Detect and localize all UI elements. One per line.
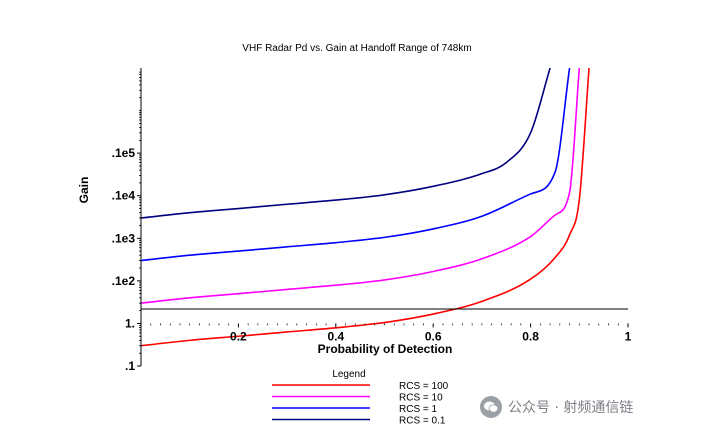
- y-tick-label: .1e2: [112, 274, 136, 288]
- x-tick-label: 0.4: [327, 329, 344, 343]
- series-line-0: [141, 68, 590, 347]
- chart-title: VHF Radar Pd vs. Gain at Handoff Range o…: [242, 43, 471, 54]
- x-tick-label: 0.8: [522, 329, 539, 343]
- legend-label: RCS = 0.1: [399, 416, 446, 427]
- y-tick-label: .1e4: [112, 189, 136, 203]
- x-axis-label: Probability of Detection: [318, 342, 453, 356]
- y-tick-label: .1e3: [112, 231, 136, 245]
- y-axis-label: Gain: [77, 177, 91, 204]
- plot-lines: [141, 68, 590, 347]
- wechat-logo-icon: [480, 396, 502, 418]
- y-ticks: .1 1. .1e2 .1e3 .1e4 .1e5: [112, 71, 141, 373]
- legend-title: Legend: [332, 369, 365, 380]
- x-tick-label: 1: [625, 329, 632, 343]
- legend-label: RCS = 10: [399, 393, 443, 404]
- x-ticks: 0.2 0.4 0.6 0.8 1: [150, 323, 632, 343]
- series-line-1: [141, 68, 581, 304]
- legend-label: RCS = 100: [399, 381, 449, 392]
- y-tick-label: .1e5: [112, 146, 136, 160]
- watermark: 公众号 · 射频通信链: [480, 396, 633, 418]
- x-tick-label: 0.2: [230, 329, 247, 343]
- series-line-2: [141, 68, 571, 262]
- y-tick-label: 1.: [125, 316, 135, 330]
- series-line-3: [141, 68, 551, 219]
- watermark-text: 公众号 · 射频通信链: [508, 400, 634, 416]
- y-tick-label: .1: [125, 359, 135, 373]
- x-tick-label: 0.6: [425, 329, 442, 343]
- legend-label: RCS = 1: [399, 404, 438, 415]
